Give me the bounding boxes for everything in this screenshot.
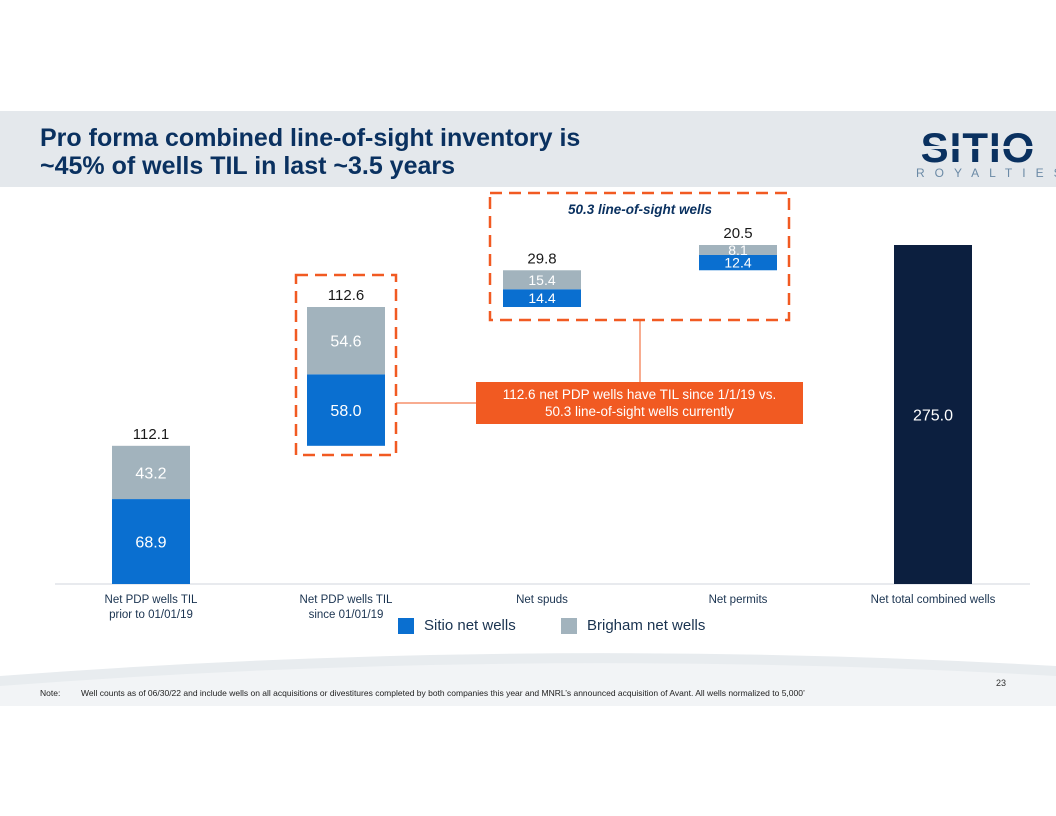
bar-brigham-segment: [699, 245, 777, 255]
callout-line-2: 50.3 line-of-sight wells currently: [544, 404, 735, 419]
bar-total-label: 20.5: [723, 225, 752, 242]
page-title-line-1: Pro forma combined line-of-sight invento…: [40, 124, 581, 152]
bar-sitio-segment: [503, 289, 581, 308]
header-band: [0, 111, 1056, 187]
bar-total: [894, 245, 972, 584]
sitio-value-label: 58.0: [330, 403, 361, 420]
x-tick-label: Net PDP wells TIL: [300, 594, 393, 606]
logo-subtitle: ROYALTIES: [916, 166, 1056, 180]
bar-sitio-segment: [307, 374, 385, 446]
sitio-value-label: 14.4: [528, 290, 555, 306]
logo-swoosh: [910, 146, 1040, 149]
sitio-logo: SITIO ROYALTIES: [910, 126, 1056, 182]
highlight-box-pdp: [294, 273, 398, 457]
brigham-value-label: 8.1: [728, 242, 748, 258]
footnote-text: Well counts as of 06/30/22 and include w…: [81, 688, 805, 698]
legend-label-sitio: Sitio net wells: [424, 617, 516, 634]
bar-total-label: 29.8: [527, 250, 556, 267]
bar-brigham-segment: [307, 307, 385, 375]
x-tick-label-line-2: prior to 01/01/19: [109, 609, 193, 621]
footer-swoosh: [0, 653, 1056, 706]
x-tick-label: Net total combined wells: [871, 594, 996, 606]
bar-sitio-segment: [699, 254, 777, 271]
bar-total-label: 112.1: [133, 426, 169, 443]
footnote-label: Note:: [40, 688, 61, 698]
page-title: Pro forma combined line-of-sight invento…: [40, 124, 580, 180]
x-tick-label: Net spuds: [516, 594, 568, 606]
brigham-value-label: 54.6: [330, 334, 361, 351]
bar-sitio-segment: [112, 499, 190, 584]
bar-brigham-segment: [503, 270, 581, 290]
legend-swatch-brigham: [561, 618, 577, 634]
brigham-value-label: 43.2: [135, 465, 166, 482]
callout-box: 112.6 net PDP wells have TIL since 1/1/1…: [476, 382, 803, 424]
page-number: 23: [996, 678, 1007, 688]
brigham-value-label: 15.4: [528, 272, 555, 288]
sitio-value-label: 68.9: [135, 535, 166, 552]
line-of-sight-label: 50.3 line-of-sight wells: [568, 202, 713, 217]
bar-brigham-segment: [112, 445, 190, 500]
waterfall-chart: 68.9 43.2 112.1 Net PDP wells TIL prior to 0…: [55, 191, 1030, 621]
x-tick-label-line-2: since 01/01/19: [309, 609, 384, 621]
callout-line-1: 112.6 net PDP wells have TIL since 1/1/1…: [502, 387, 777, 402]
bar-total-label: 275.0: [913, 408, 953, 425]
page-title-line-2: ~45% of wells TIL in last ~3.5 years: [40, 152, 456, 180]
legend-swatch-sitio: [398, 618, 414, 634]
footnote: Note: Well counts as of 06/30/22 and incl…: [40, 688, 805, 698]
sitio-value-label: 12.4: [724, 255, 751, 271]
x-tick-label: Net permits: [709, 594, 768, 606]
x-tick-label: Net PDP wells TIL: [105, 594, 198, 606]
legend-label-brigham: Brigham net wells: [587, 617, 706, 634]
bar-total-label: 112.6: [328, 287, 364, 304]
